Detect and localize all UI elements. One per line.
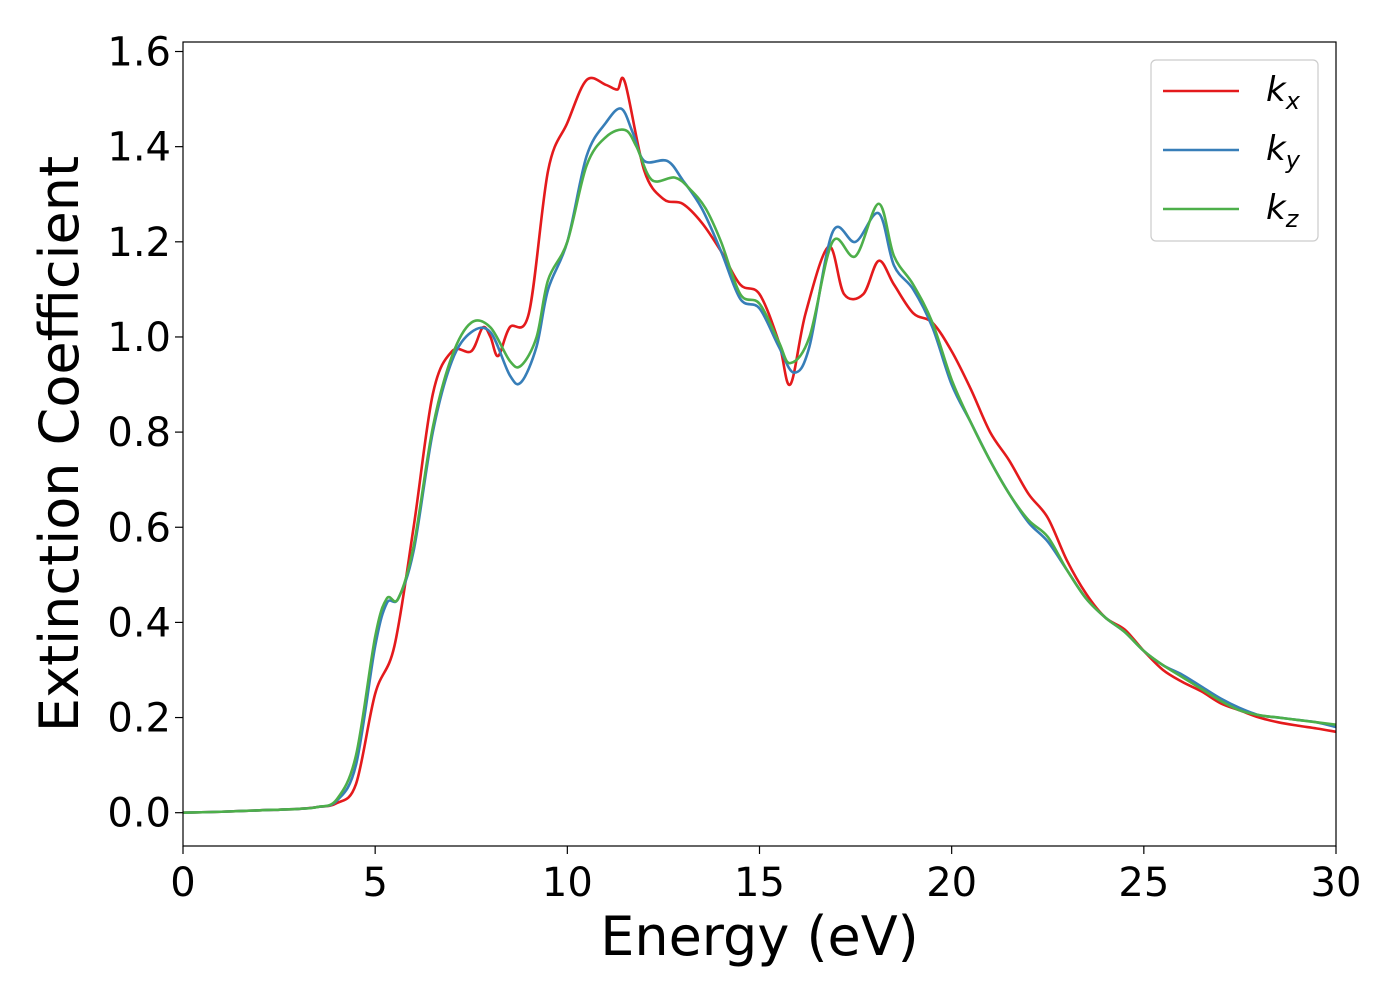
legend-label: kz [1266,188,1300,233]
legend-entry-x: kx [1163,70,1301,115]
y-tick-label: 0.8 [107,410,171,456]
y-axis: 0.0 0.2 0.4 0.6 0.8 1.0 1.2 1.4 1.6 [107,30,183,837]
legend-label: kx [1266,70,1301,115]
y-tick-label: 0.4 [107,600,171,646]
y-tick-label: 1.0 [107,315,171,361]
legend-entry-z: kz [1163,188,1300,233]
x-tick-label: 20 [926,860,977,906]
y-tick-label: 1.4 [107,125,171,171]
series-layer [183,76,1336,814]
x-axis: 0 5 10 15 20 25 30 [170,846,1361,906]
x-tick-label: 25 [1118,860,1169,906]
x-tick-label: 5 [362,860,387,906]
x-tick-label: 0 [170,860,195,906]
legend-entry-y: ky [1163,129,1301,174]
x-tick-label: 15 [734,860,785,906]
x-tick-label: 10 [542,860,593,906]
series-line-z [183,128,1336,814]
x-tick-label: 30 [1311,860,1362,906]
y-tick-label: 0.2 [107,696,171,742]
legend-label: ky [1266,129,1301,174]
y-tick-label: 1.6 [107,30,171,76]
y-tick-label: 0.0 [107,791,171,837]
y-tick-label: 0.6 [107,505,171,551]
y-axis-label: Extinction Coefficient [28,156,91,732]
legend: kx ky kz [1150,59,1319,242]
y-tick-label: 1.2 [107,220,171,266]
x-axis-label: Energy (eV) [600,905,919,968]
